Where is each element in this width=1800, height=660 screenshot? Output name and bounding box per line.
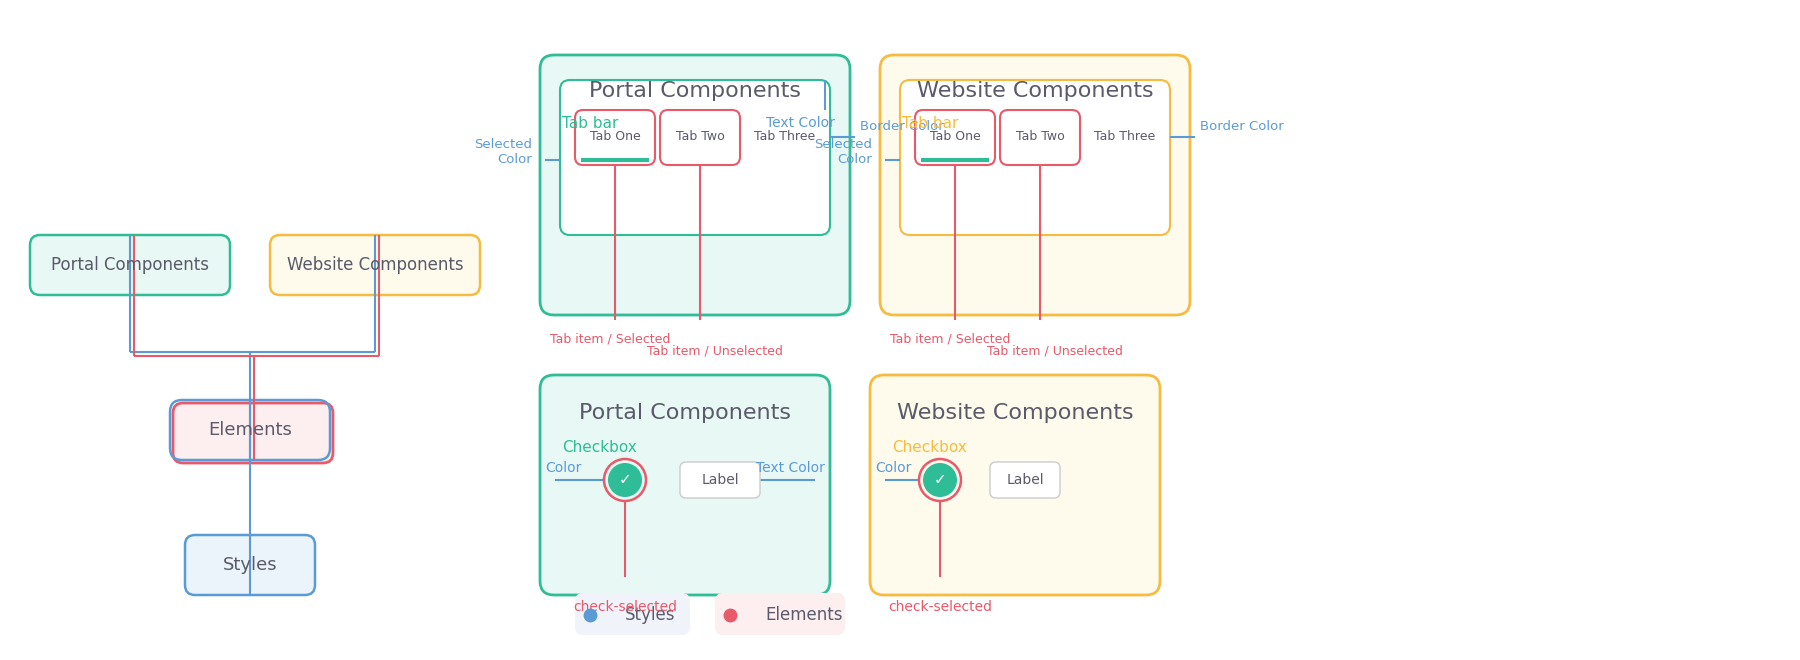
FancyBboxPatch shape — [1001, 110, 1080, 165]
Text: check-selected: check-selected — [572, 600, 677, 614]
Text: Tab item / Unselected: Tab item / Unselected — [986, 345, 1123, 358]
FancyBboxPatch shape — [715, 593, 844, 635]
Text: Checkbox: Checkbox — [562, 440, 637, 455]
Text: Website Components: Website Components — [916, 81, 1154, 101]
Text: Text Color: Text Color — [756, 461, 824, 475]
Text: Elements: Elements — [209, 421, 292, 439]
Text: Tab item / Selected: Tab item / Selected — [549, 333, 670, 346]
Text: Tab item / Selected: Tab item / Selected — [889, 333, 1010, 346]
Text: Tab One: Tab One — [590, 131, 641, 143]
Text: ✓: ✓ — [619, 473, 632, 488]
Text: Label: Label — [702, 473, 738, 487]
Text: Tab Two: Tab Two — [675, 131, 724, 143]
Text: check-selected: check-selected — [887, 600, 992, 614]
Text: Border Color: Border Color — [860, 121, 943, 133]
Text: Label: Label — [1006, 473, 1044, 487]
Text: Border Color: Border Color — [1201, 121, 1283, 133]
Text: Selected
Color: Selected Color — [473, 138, 533, 166]
Text: Tab Three: Tab Three — [754, 131, 815, 143]
FancyBboxPatch shape — [661, 110, 740, 165]
FancyBboxPatch shape — [173, 403, 333, 463]
Text: Color: Color — [545, 461, 581, 475]
FancyBboxPatch shape — [914, 110, 995, 165]
Text: Checkbox: Checkbox — [893, 440, 967, 455]
FancyBboxPatch shape — [270, 235, 481, 295]
Text: Elements: Elements — [765, 606, 842, 624]
FancyBboxPatch shape — [540, 375, 830, 595]
Text: Tab item / Unselected: Tab item / Unselected — [646, 345, 783, 358]
Text: Text Color: Text Color — [767, 116, 835, 130]
FancyBboxPatch shape — [31, 235, 230, 295]
FancyBboxPatch shape — [880, 55, 1190, 315]
FancyBboxPatch shape — [540, 55, 850, 315]
Text: Styles: Styles — [625, 606, 675, 624]
FancyBboxPatch shape — [869, 375, 1159, 595]
Text: Selected
Color: Selected Color — [814, 138, 871, 166]
Circle shape — [923, 463, 958, 497]
Text: Website Components: Website Components — [286, 256, 463, 274]
Text: Tab bar: Tab bar — [902, 115, 958, 131]
Text: Portal Components: Portal Components — [50, 256, 209, 274]
FancyBboxPatch shape — [900, 80, 1170, 235]
FancyBboxPatch shape — [185, 535, 315, 595]
Text: Portal Components: Portal Components — [580, 403, 790, 423]
Text: ✓: ✓ — [934, 473, 947, 488]
Text: Tab One: Tab One — [929, 131, 981, 143]
Text: Website Components: Website Components — [896, 403, 1134, 423]
Text: Portal Components: Portal Components — [589, 81, 801, 101]
FancyBboxPatch shape — [574, 593, 689, 635]
Text: Tab bar: Tab bar — [562, 115, 619, 131]
Text: Styles: Styles — [223, 556, 277, 574]
FancyBboxPatch shape — [574, 110, 655, 165]
Circle shape — [608, 463, 643, 497]
FancyBboxPatch shape — [680, 462, 760, 498]
FancyBboxPatch shape — [990, 462, 1060, 498]
Text: Color: Color — [875, 461, 911, 475]
FancyBboxPatch shape — [560, 80, 830, 235]
Text: Tab Two: Tab Two — [1015, 131, 1064, 143]
Text: Tab Three: Tab Three — [1094, 131, 1156, 143]
